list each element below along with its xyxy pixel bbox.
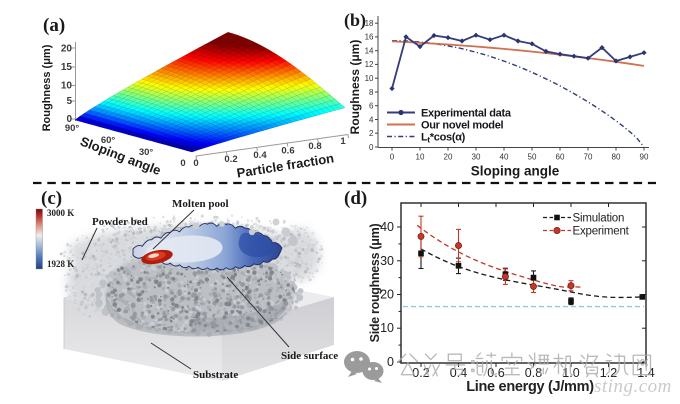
- svg-text:(d): (d): [344, 188, 367, 209]
- svg-text:90: 90: [640, 153, 649, 162]
- svg-text:6: 6: [369, 102, 374, 111]
- svg-text:0: 0: [390, 153, 395, 162]
- svg-text:14: 14: [365, 47, 374, 56]
- svg-text:Our novel model: Our novel model: [421, 120, 504, 132]
- svg-text:1: 1: [340, 136, 346, 147]
- svg-text:20: 20: [444, 153, 453, 162]
- svg-text:Molten pool: Molten pool: [172, 198, 229, 210]
- svg-text:0: 0: [387, 355, 394, 369]
- svg-text:Side roughness (μm): Side roughness (μm): [368, 224, 382, 343]
- svg-text:18: 18: [365, 19, 374, 28]
- svg-text:0: 0: [193, 158, 198, 169]
- svg-text:Experimental data: Experimental data: [421, 108, 512, 120]
- svg-text:Sloping angle: Sloping angle: [471, 164, 560, 179]
- svg-text:50: 50: [528, 153, 537, 162]
- svg-text:(b): (b): [344, 10, 366, 31]
- svg-text:40: 40: [380, 220, 394, 234]
- svg-text:0: 0: [369, 143, 374, 152]
- svg-text:1928 K: 1928 K: [47, 259, 74, 269]
- svg-text:60°: 60°: [101, 135, 116, 146]
- svg-text:10: 10: [365, 74, 374, 83]
- svg-text:Lt*cos(α): Lt*cos(α): [421, 132, 466, 145]
- svg-text:2: 2: [369, 129, 374, 138]
- svg-text:40: 40: [500, 153, 509, 162]
- svg-text:Experiment: Experiment: [573, 226, 630, 238]
- svg-text:16: 16: [365, 33, 374, 42]
- svg-text:sting.com: sting.com: [594, 376, 672, 397]
- svg-text:15: 15: [61, 62, 73, 73]
- svg-text:4: 4: [369, 115, 374, 124]
- svg-text:12: 12: [365, 60, 374, 69]
- svg-text:8: 8: [369, 88, 374, 97]
- svg-text:60: 60: [556, 153, 565, 162]
- svg-text:0.4: 0.4: [450, 366, 467, 380]
- svg-text:90°: 90°: [65, 123, 80, 134]
- svg-text:(c): (c): [41, 188, 62, 209]
- svg-text:0.2: 0.2: [412, 366, 429, 380]
- svg-text:10: 10: [380, 321, 394, 335]
- svg-text:3000 K: 3000 K: [47, 208, 74, 218]
- svg-text:Line energy (J/mm): Line energy (J/mm): [466, 379, 594, 395]
- svg-text:0.2: 0.2: [224, 154, 237, 165]
- svg-text:0.6: 0.6: [281, 146, 294, 157]
- svg-text:20: 20: [61, 44, 73, 55]
- svg-text:0: 0: [180, 158, 185, 169]
- svg-text:0.8: 0.8: [308, 141, 321, 152]
- svg-text:0.4: 0.4: [253, 150, 267, 161]
- svg-text:80: 80: [612, 153, 621, 162]
- svg-text:70: 70: [584, 153, 593, 162]
- svg-text:20: 20: [380, 288, 394, 302]
- svg-text:5: 5: [66, 96, 72, 107]
- svg-text:Powder bed: Powder bed: [92, 216, 148, 228]
- svg-text:0.8: 0.8: [525, 366, 542, 380]
- svg-text:Simulation: Simulation: [573, 213, 625, 225]
- svg-text:30: 30: [380, 254, 394, 268]
- svg-text:(a): (a): [43, 15, 65, 36]
- svg-text:Roughness (μm): Roughness (μm): [348, 40, 362, 135]
- svg-text:30: 30: [472, 153, 481, 162]
- svg-text:Substrate: Substrate: [193, 369, 238, 381]
- svg-text:Roughness (μm): Roughness (μm): [41, 44, 53, 131]
- svg-text:30°: 30°: [139, 147, 154, 158]
- svg-text:0: 0: [66, 114, 72, 125]
- svg-text:Side surface: Side surface: [281, 350, 338, 362]
- svg-text:0.6: 0.6: [487, 366, 504, 380]
- svg-text:10: 10: [61, 81, 73, 92]
- svg-text:10: 10: [416, 153, 425, 162]
